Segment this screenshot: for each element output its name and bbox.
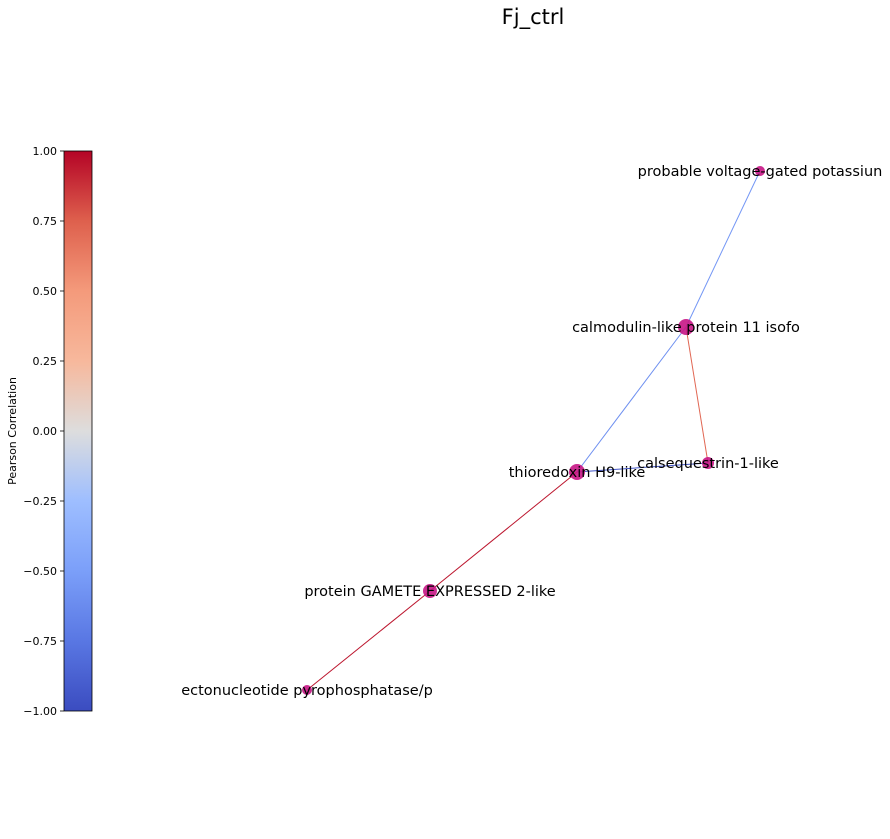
colorbar-tick-label: −1.00 (23, 705, 57, 718)
colorbar-tick-label: −0.25 (23, 495, 57, 508)
network-labels: probable voltage-gated potassiun calmodul… (181, 164, 882, 699)
node-label-enpp: ectonucleotide pyrophosphatase/p (181, 683, 433, 699)
colorbar-tick-label: 1.00 (33, 145, 58, 158)
chart-title: Fj_ctrl (502, 5, 565, 30)
node-cml (678, 319, 694, 335)
colorbar-tick-label: 0.25 (33, 355, 58, 368)
colorbar-ticks: 1.00 0.75 0.50 0.25 0.00 −0.25 −0.50 −0.75 −1.00 (23, 145, 64, 718)
node-trx (569, 464, 585, 480)
node-label-cml: calmodulin-like protein 11 isofo (572, 320, 800, 336)
edge-kcn-cml (685, 170, 761, 328)
colorbar-tick-label: 0.75 (33, 215, 58, 228)
network-nodes (302, 166, 765, 695)
colorbar: 1.00 0.75 0.50 0.25 0.00 −0.25 −0.50 −0.75 −1.00… (6, 145, 93, 718)
edge-gex-enpp (306, 590, 431, 691)
colorbar-tick-label: 0.00 (33, 425, 58, 438)
node-label-trx: thioredoxin H9-like (509, 465, 646, 481)
colorbar-tick-label: −0.75 (23, 635, 57, 648)
edge-trx-gex (429, 471, 578, 592)
node-gex (423, 584, 437, 598)
edge-cml-csq (685, 326, 709, 464)
colorbar-label: Pearson Correlation (6, 377, 19, 485)
node-label-csq: calsequestrin-1-like (637, 456, 779, 472)
node-enpp (302, 685, 312, 695)
network-edges (306, 170, 761, 691)
node-label-kcn: probable voltage-gated potassiun (638, 164, 883, 180)
colorbar-tick-label: 0.50 (33, 285, 58, 298)
edge-cml-trx (576, 326, 687, 473)
colorbar-tick-label: −0.50 (23, 565, 57, 578)
edge-trx-csq (576, 462, 709, 473)
colorbar-gradient (63, 150, 93, 712)
node-csq (702, 457, 714, 469)
node-kcn (755, 166, 765, 176)
node-label-gex: protein GAMETE EXPRESSED 2-like (304, 584, 555, 600)
